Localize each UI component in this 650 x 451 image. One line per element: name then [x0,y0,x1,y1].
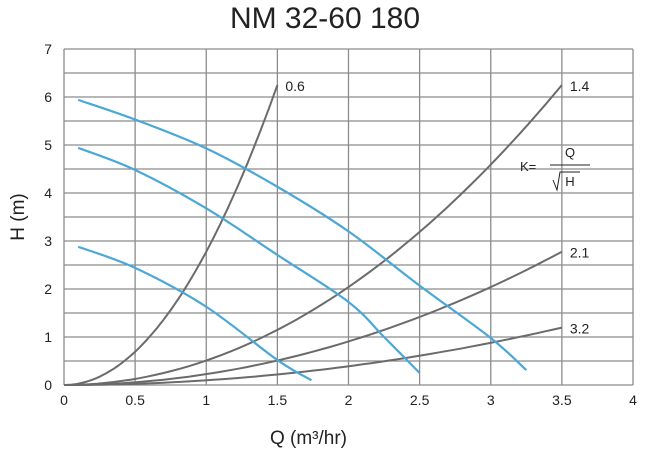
y-tick-label: 1 [44,329,52,345]
x-tick-label: 3 [487,392,495,408]
y-tick-label: 2 [44,281,52,297]
system-curve-label: 2.1 [570,245,590,261]
system-curve-label: 3.2 [570,321,590,337]
formula-denominator: H [565,174,574,189]
x-tick-label: 3.5 [552,392,572,408]
system-curve-label: 0.6 [285,78,305,94]
y-tick-label: 5 [44,137,52,153]
y-tick-label: 0 [44,377,52,393]
pump-curve-2 [77,146,421,374]
system-curve-label: 1.4 [570,78,590,94]
pump-curve-3 [77,245,313,382]
y-tick-label: 3 [44,233,52,249]
formula-numerator: Q [565,145,575,160]
chart-title: NM 32-60 180 [229,2,421,35]
formula-lhs: K= [520,159,536,174]
x-tick-label: 1 [202,392,210,408]
x-tick-label: 4 [629,392,637,408]
y-tick-label: 7 [44,41,52,57]
pump-curve-1 [77,98,528,371]
x-tick-label: 2 [345,392,353,408]
y-tick-label: 4 [44,185,52,201]
system-curve-k-0.6 [63,84,279,386]
x-axis-label: Q (m³/hr) [270,428,347,449]
x-tick-label: 2.5 [410,392,430,408]
x-tick-label: 1.5 [268,392,288,408]
sqrt-icon [552,171,580,192]
x-tick-label: 0 [60,392,68,408]
system-curve-k-1.4 [63,84,563,386]
system-curve-k-3.2 [64,326,563,386]
y-axis-label: H (m) [8,193,29,240]
y-tick-label: 6 [44,89,52,105]
x-tick-label: 0.5 [125,392,145,408]
system-curve-k-2.1 [64,250,563,386]
